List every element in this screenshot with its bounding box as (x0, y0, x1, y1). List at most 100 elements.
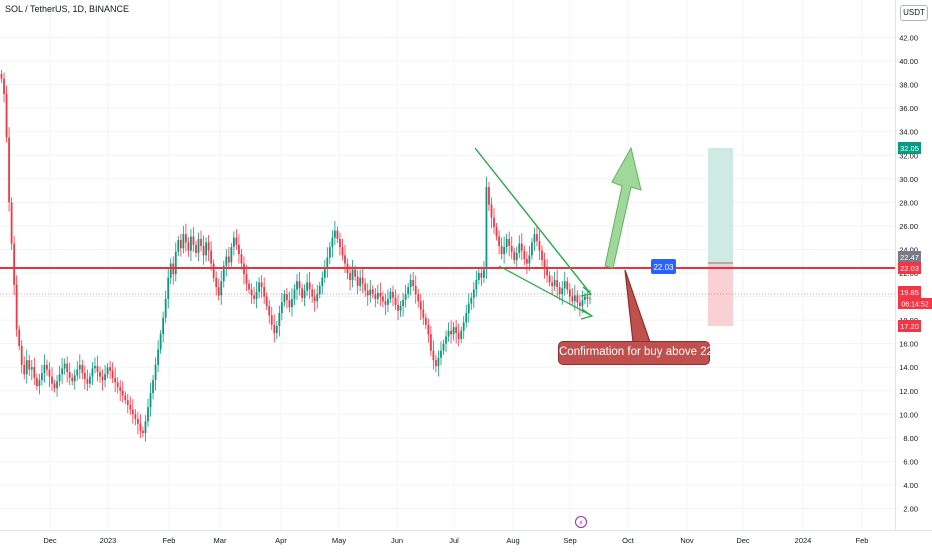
candle-body (493, 217, 495, 228)
callout-pointer (624, 269, 651, 343)
time-axis[interactable]: Dec 2023 Feb Mar Apr May Jun Jul Aug Sep Oct Nov Dec… (43, 536, 868, 545)
currency-button[interactable]: USDT (900, 5, 928, 21)
price-tick-label: 36.00 (899, 104, 918, 113)
candle-body (445, 336, 447, 344)
bullish-arrow[interactable] (604, 146, 642, 269)
stop-price-badge-text: 17.20 (900, 322, 919, 331)
candle-body (136, 419, 139, 424)
candle-body (584, 296, 586, 301)
candle-body (427, 324, 430, 335)
target-price-badge-text: 32.05 (900, 144, 919, 153)
candle-body (76, 369, 79, 376)
wedge-upper-line[interactable] (474, 147, 591, 294)
candle-body (440, 350, 442, 358)
candle-body (81, 364, 84, 374)
candle-body (46, 364, 48, 370)
wedge-lower-line[interactable] (498, 265, 593, 317)
candle-body (268, 305, 271, 316)
candle-body (169, 263, 172, 278)
callout-box[interactable]: Confirmation for buy above 22 (558, 341, 713, 365)
candle-body (250, 289, 253, 296)
candle-body (409, 280, 412, 288)
time-tick-label: Feb (163, 536, 176, 545)
stop-zone[interactable] (708, 263, 733, 326)
candle-body (374, 294, 377, 299)
candle-body (164, 298, 167, 318)
candle-body (356, 276, 359, 286)
candle-body (288, 300, 291, 308)
candle-body (154, 364, 157, 381)
candle-body (399, 305, 402, 311)
candle-body (546, 268, 548, 276)
event-icon[interactable] (575, 516, 587, 528)
candle-body (106, 367, 109, 375)
candle-body (341, 247, 344, 256)
candle-body (311, 289, 314, 297)
candle-body (508, 238, 511, 246)
price-tick-label: 8.00 (903, 434, 918, 443)
time-tick-label: Feb (856, 536, 869, 545)
candle-body (212, 263, 215, 278)
candle-body (556, 280, 559, 288)
candle-body (114, 377, 117, 383)
candle-body (179, 240, 182, 249)
candle-body (432, 350, 435, 361)
time-tick-label: May (332, 536, 346, 545)
candle-body (91, 368, 94, 377)
candle-body (561, 288, 564, 295)
candle-body (480, 273, 483, 278)
candle-body (28, 360, 31, 370)
candle-body (465, 313, 468, 323)
candle-body (78, 364, 81, 370)
level-label-box[interactable] (651, 259, 676, 274)
candle-body (253, 295, 255, 299)
candle-body (376, 293, 379, 299)
candle-body (500, 245, 503, 255)
candle-body (210, 250, 213, 264)
candle-body (33, 367, 36, 378)
candle-body (71, 377, 74, 382)
candle-body (450, 330, 452, 335)
candle-body (255, 291, 258, 299)
level-label: 22.03 (653, 263, 674, 272)
candle-body (202, 245, 205, 256)
wedge-upper-arrowhead (580, 286, 593, 297)
candle-body (86, 378, 89, 384)
candle-body (205, 242, 207, 256)
candle-body (384, 301, 387, 305)
candle-body (126, 400, 129, 405)
candle-body (222, 265, 225, 282)
candle-body (533, 234, 536, 243)
candle-body (419, 301, 422, 310)
candle-body (563, 281, 566, 289)
candle-body (460, 330, 463, 339)
target-zone[interactable] (708, 148, 733, 263)
candles (0, 69, 591, 442)
candle-body (523, 250, 526, 259)
candle-body (293, 289, 296, 299)
candle-body (147, 407, 149, 422)
candle-body (124, 395, 127, 401)
candle-body (452, 327, 455, 335)
candle-body (515, 252, 518, 261)
candle-body (260, 282, 263, 288)
candle-body (270, 315, 273, 325)
time-tick-label: Mar (214, 536, 227, 545)
candle-body (462, 322, 465, 331)
price-badges: 32.05 22.47 22.03 19.85 17.20 06:14:52 (898, 142, 932, 332)
candle-body (89, 376, 91, 384)
candle-body (435, 360, 437, 367)
candle-body (207, 242, 210, 251)
candle-body (56, 381, 58, 389)
candle-body (43, 364, 46, 374)
countdown-badge (898, 298, 932, 309)
candle-body (187, 242, 190, 251)
candle-body (308, 282, 311, 290)
candle-body (184, 234, 187, 243)
candle-body (578, 302, 581, 306)
candle-body (159, 334, 162, 350)
candle-body (364, 283, 367, 291)
candle-body (387, 298, 389, 305)
